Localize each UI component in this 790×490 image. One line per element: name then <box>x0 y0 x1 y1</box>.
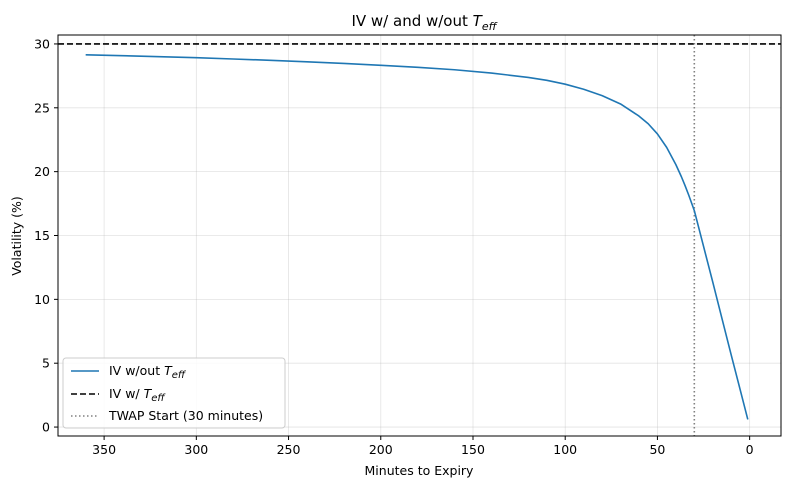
reference-lines <box>58 35 781 436</box>
legend-entry-twap-start: TWAP Start (30 minutes) <box>108 408 263 423</box>
y-axis-label: Volatility (%) <box>9 196 24 276</box>
y-tick-label: 25 <box>34 100 50 115</box>
axis-ticks: 350 300 250 200 150 100 50 0 0 5 10 15 20 25 30 <box>34 36 754 457</box>
x-axis-label: Minutes to Expiry <box>365 463 475 478</box>
legend: IV w/out Teff IV w/ Teff TWAP Start (30 … <box>62 357 286 429</box>
chart-title-main: IV w/ and w/out <box>351 12 472 30</box>
y-tick-label: 5 <box>42 356 50 371</box>
grid <box>58 35 781 436</box>
series-lines <box>85 53 749 420</box>
x-tick-label: 300 <box>184 442 208 457</box>
chart-title-symbol: T <box>473 12 484 30</box>
x-tick-label: 50 <box>649 442 665 457</box>
legend-entry-iv-without-teff: IV w/out Teff <box>109 363 187 381</box>
x-tick-label: 350 <box>92 442 116 457</box>
y-tick-label: 10 <box>34 292 50 307</box>
x-tick-label: 100 <box>553 442 577 457</box>
y-tick-label: 0 <box>42 420 50 435</box>
y-tick-label: 15 <box>34 228 50 243</box>
x-tick-label: 200 <box>369 442 393 457</box>
y-tick-label: 30 <box>34 36 50 51</box>
x-tick-label: 150 <box>461 442 485 457</box>
x-tick-label: 250 <box>277 442 301 457</box>
x-tick-label: 0 <box>746 442 754 457</box>
chart-title: IV w/ and w/out Teff <box>351 12 497 33</box>
legend-box <box>62 357 286 429</box>
iv-without-teff-line <box>85 53 749 420</box>
legend-entry-iv-with-teff: IV w/ Teff <box>109 386 166 404</box>
y-tick-label: 20 <box>34 164 50 179</box>
chart-title-subscript: eff <box>482 20 498 33</box>
